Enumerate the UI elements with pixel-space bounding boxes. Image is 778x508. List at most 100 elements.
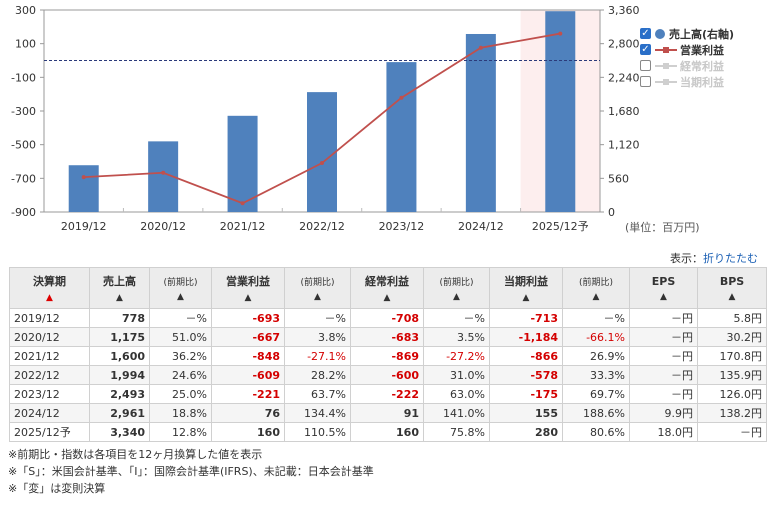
x-category-label: 2022/12 — [299, 220, 345, 233]
bar-sales — [227, 115, 258, 212]
left-axis-tick-label: -900 — [11, 206, 36, 219]
value-cell: -578 — [489, 365, 563, 385]
footnote: ※前期比・指数は各項目を12ヶ月換算した値を表示 — [8, 448, 263, 461]
value-cell: -175 — [489, 384, 563, 404]
value-cell: －% — [423, 308, 490, 328]
footnote: ※「変」は変則決算 — [8, 482, 106, 495]
value-cell: －円 — [629, 365, 698, 385]
value-cell: 1,175 — [89, 327, 150, 347]
header-yoy[interactable]: (前期比) ▲ — [284, 267, 351, 309]
value-cell: -66.1% — [562, 327, 630, 347]
period-cell: 2021/12 — [9, 346, 90, 366]
period-cell: 2022/12 — [9, 365, 90, 385]
value-cell: 126.0円 — [697, 384, 767, 404]
value-cell: 36.2% — [149, 346, 212, 366]
checkbox-icon[interactable]: ✓ — [640, 43, 651, 55]
legend-item-net-profit[interactable]: 当期利益 — [640, 74, 734, 89]
value-cell: -693 — [211, 308, 285, 328]
value-cell: 63.7% — [284, 384, 351, 404]
legend-item-ordinary-profit[interactable]: 経常利益 — [640, 58, 734, 73]
table-row: 2023/12 2,493 25.0% -221 63.7% -222 63.0% -175 6… — [9, 384, 767, 404]
checkbox-icon[interactable]: ✓ — [640, 27, 651, 39]
value-cell: -708 — [350, 308, 424, 328]
header-net-profit[interactable]: 当期利益 ▲ — [489, 267, 563, 309]
header-operating-profit[interactable]: 営業利益 ▲ — [211, 267, 285, 309]
unit-note: (単位：百万円) — [625, 221, 700, 234]
table-row: 2020/12 1,175 51.0% -667 3.8% -683 3.5% -1,184-… — [9, 327, 767, 347]
right-axis-tick-label: 3,360 — [608, 4, 640, 17]
value-cell: 18.0円 — [629, 422, 698, 442]
table-row: 2021/12 1,600 36.2% -848 -27.1% -869 -27.2% -86… — [9, 346, 767, 366]
value-cell: 80.6% — [562, 422, 630, 442]
header-period[interactable]: 決算期 ▲ — [9, 267, 90, 309]
x-category-label: 2024/12 — [458, 220, 504, 233]
value-cell: －円 — [697, 422, 767, 442]
table-row: 2024/12 2,961 18.8% 76 134.4% 91 141.0% 155 188.… — [9, 403, 767, 423]
display-toggle: 表示：折りたたむ — [670, 250, 758, 266]
value-cell: －% — [284, 308, 351, 328]
right-axis-tick-label: 1,680 — [608, 105, 640, 118]
period-cell: 2023/12 — [9, 384, 90, 404]
right-axis-tick-label: 2,800 — [608, 38, 640, 51]
display-label: 表示： — [670, 252, 703, 265]
value-cell: 141.0% — [423, 403, 490, 423]
period-cell: 2024/12 — [9, 403, 90, 423]
x-category-label: 2025/12予 — [532, 220, 589, 233]
bar-sales — [307, 92, 337, 212]
header-bps[interactable]: BPS ▲ — [697, 267, 767, 309]
header-yoy[interactable]: (前期比) ▲ — [423, 267, 490, 309]
value-cell: -600 — [350, 365, 424, 385]
value-cell: 110.5% — [284, 422, 351, 442]
value-cell: 778 — [89, 308, 150, 328]
point-operating-profit — [399, 95, 404, 100]
chart-legend: ✓ 売上高(右軸) ✓ 営業利益 経常利益 当期利益 — [640, 26, 734, 90]
value-cell: －% — [149, 308, 212, 328]
value-cell: 76 — [211, 403, 285, 423]
value-cell: -27.1% — [284, 346, 351, 366]
point-operating-profit — [320, 161, 324, 166]
left-axis-tick-label: 300 — [15, 4, 36, 17]
legend-label: 経常利益 — [680, 59, 724, 73]
period-cell: 2025/12予 — [9, 422, 90, 442]
line-marker-icon — [655, 61, 677, 71]
collapse-link[interactable]: 折りたたむ — [703, 252, 758, 265]
x-category-label: 2021/12 — [220, 220, 266, 233]
value-cell: 28.2% — [284, 365, 351, 385]
value-cell: -1,184 — [489, 327, 563, 347]
header-yoy[interactable]: (前期比) ▲ — [149, 267, 212, 309]
header-yoy[interactable]: (前期比) ▲ — [562, 267, 630, 309]
value-cell: -683 — [350, 327, 424, 347]
value-cell: 138.2円 — [697, 403, 767, 423]
value-cell: 1,994 — [89, 365, 150, 385]
table-row: 2022/12 1,994 24.6% -609 28.2% -600 31.0% -578 3… — [9, 365, 767, 385]
value-cell: －円 — [629, 308, 698, 328]
value-cell: -609 — [211, 365, 285, 385]
checkbox-icon[interactable] — [640, 76, 651, 87]
value-cell: 2,493 — [89, 384, 150, 404]
value-cell: -221 — [211, 384, 285, 404]
value-cell: 25.0% — [149, 384, 212, 404]
value-cell: －円 — [629, 327, 698, 347]
right-axis-tick-label: 2,240 — [608, 71, 640, 84]
point-operating-profit — [558, 31, 563, 36]
checkbox-icon[interactable] — [640, 60, 651, 71]
value-cell: 31.0% — [423, 365, 490, 385]
right-axis-tick-label: 0 — [608, 206, 615, 219]
legend-item-sales[interactable]: ✓ 売上高(右軸) — [640, 26, 734, 41]
value-cell: 155 — [489, 403, 563, 423]
header-sales[interactable]: 売上高 ▲ — [89, 267, 150, 309]
bar-sales — [68, 165, 99, 212]
combo-chart: 300 3,360 100 2,800 -100 2,240 -300 1,680 -500 1,… — [11, 4, 640, 233]
value-cell: 33.3% — [562, 365, 630, 385]
value-cell: 170.8円 — [697, 346, 767, 366]
legend-label: 当期利益 — [680, 75, 724, 89]
value-cell: 3.8% — [284, 327, 351, 347]
header-ordinary-profit[interactable]: 経常利益 ▲ — [350, 267, 424, 309]
footnotes: ※前期比・指数は各項目を12ヶ月換算した値を表示 ※「S」：米国会計基準、「I」… — [8, 446, 374, 497]
value-cell: 69.7% — [562, 384, 630, 404]
header-eps[interactable]: EPS ▲ — [629, 267, 698, 309]
x-category-label: 2019/12 — [61, 220, 107, 233]
legend-item-operating-profit[interactable]: ✓ 営業利益 — [640, 42, 734, 57]
legend-label: 営業利益 — [680, 43, 724, 57]
value-cell: －% — [562, 308, 630, 328]
